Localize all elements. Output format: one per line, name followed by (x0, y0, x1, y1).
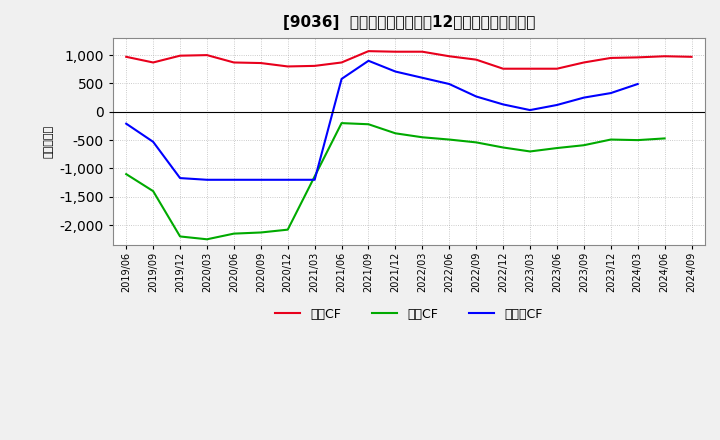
投資CF (202, 237, 211, 242)
営業CF (499, 66, 508, 71)
投資CF (284, 227, 292, 232)
Line: 投資CF: 投資CF (126, 123, 665, 239)
フリーCF (391, 69, 400, 74)
営業CF (256, 60, 265, 66)
営業CF (580, 60, 588, 65)
投資CF (634, 137, 642, 143)
フリーCF (472, 94, 480, 99)
投資CF (122, 172, 130, 177)
営業CF (122, 54, 130, 59)
フリーCF (499, 102, 508, 107)
投資CF (391, 131, 400, 136)
フリーCF (230, 177, 238, 183)
フリーCF (553, 103, 562, 108)
営業CF (364, 48, 373, 54)
投資CF (364, 121, 373, 127)
フリーCF (418, 75, 427, 81)
フリーCF (202, 177, 211, 183)
Line: 営業CF: 営業CF (126, 51, 691, 69)
営業CF (230, 60, 238, 65)
フリーCF (176, 176, 184, 181)
営業CF (284, 64, 292, 69)
投資CF (149, 188, 158, 194)
営業CF (391, 49, 400, 55)
投資CF (445, 137, 454, 142)
営業CF (176, 53, 184, 59)
投資CF (230, 231, 238, 236)
営業CF (149, 60, 158, 65)
投資CF (337, 121, 346, 126)
投資CF (526, 149, 534, 154)
投資CF (499, 145, 508, 150)
投資CF (418, 135, 427, 140)
フリーCF (122, 121, 130, 126)
投資CF (606, 137, 615, 142)
営業CF (606, 55, 615, 61)
投資CF (553, 145, 562, 150)
フリーCF (526, 107, 534, 113)
フリーCF (256, 177, 265, 183)
フリーCF (606, 91, 615, 96)
投資CF (176, 234, 184, 239)
Legend: 営業CF, 投資CF, フリーCF: 営業CF, 投資CF, フリーCF (270, 303, 548, 326)
フリーCF (337, 76, 346, 81)
Y-axis label: （百万円）: （百万円） (44, 125, 54, 158)
フリーCF (580, 95, 588, 100)
営業CF (660, 54, 669, 59)
営業CF (526, 66, 534, 71)
フリーCF (634, 81, 642, 87)
営業CF (445, 54, 454, 59)
フリーCF (149, 139, 158, 144)
営業CF (687, 54, 696, 59)
フリーCF (310, 177, 319, 183)
営業CF (310, 63, 319, 69)
Title: [9036]  キャッシュフローの12か月移動合計の推移: [9036] キャッシュフローの12か月移動合計の推移 (283, 15, 535, 30)
フリーCF (284, 177, 292, 183)
フリーCF (364, 58, 373, 63)
投資CF (580, 143, 588, 148)
投資CF (256, 230, 265, 235)
営業CF (337, 60, 346, 65)
営業CF (553, 66, 562, 71)
投資CF (472, 140, 480, 145)
フリーCF (445, 81, 454, 87)
投資CF (310, 174, 319, 179)
営業CF (472, 57, 480, 62)
営業CF (634, 55, 642, 60)
営業CF (418, 49, 427, 55)
営業CF (202, 52, 211, 58)
投資CF (660, 136, 669, 141)
Line: フリーCF: フリーCF (126, 61, 638, 180)
